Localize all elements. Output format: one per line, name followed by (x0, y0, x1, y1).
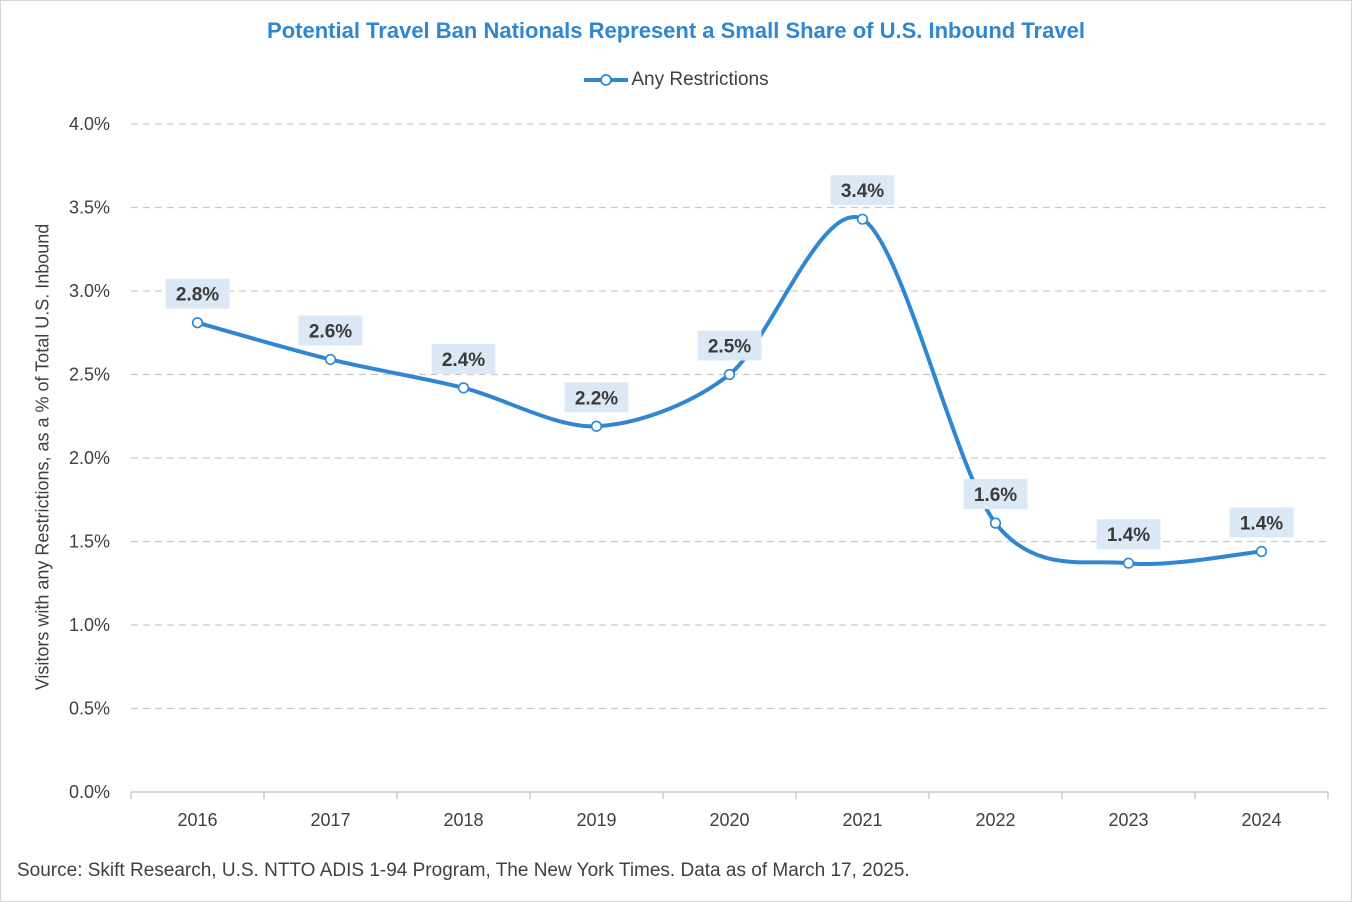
x-tick-label: 2024 (1241, 810, 1281, 830)
data-label: 1.4% (1240, 514, 1283, 535)
data-label: 2.4% (442, 350, 485, 371)
data-point (989, 517, 1002, 529)
y-tick-label: 3.5% (69, 198, 110, 218)
x-tick-label: 2019 (576, 810, 616, 830)
data-label-background (165, 278, 230, 309)
x-tick-label: 2020 (709, 810, 749, 830)
data-label: 1.4% (1107, 525, 1150, 546)
legend: Any Restrictions (1, 69, 1351, 91)
data-label-background (697, 330, 762, 361)
data-point (590, 420, 603, 432)
x-tick-label: 2016 (177, 810, 217, 830)
data-label-background (1096, 519, 1161, 550)
legend-label-any-restrictions: Any Restrictions (631, 69, 769, 90)
data-label-background (298, 315, 363, 346)
y-tick-label: 0.0% (69, 782, 110, 802)
y-tick-label: 2.5% (69, 365, 110, 385)
y-tick-label: 4.0% (69, 114, 110, 134)
data-point (457, 382, 470, 394)
x-tick-label: 2021 (842, 810, 882, 830)
y-tick-label: 0.5% (69, 699, 110, 719)
data-point (1122, 557, 1135, 569)
data-label: 2.5% (708, 337, 751, 358)
x-tick-label: 2023 (1108, 810, 1148, 830)
data-label: 3.4% (841, 181, 884, 202)
data-label: 2.6% (309, 321, 352, 342)
data-label-background (1229, 507, 1294, 538)
data-label: 2.8% (176, 285, 219, 306)
data-label-background (830, 175, 895, 206)
y-tick-label: 1.0% (69, 615, 110, 635)
data-point (191, 317, 204, 329)
data-point (324, 353, 337, 366)
data-label-background (431, 343, 496, 374)
data-label: 1.6% (974, 485, 1017, 506)
data-label: 2.2% (575, 388, 618, 409)
x-tick-label: 2017 (310, 810, 350, 830)
y-tick-label: 1.5% (69, 532, 110, 552)
data-point (723, 368, 736, 381)
data-label-background (963, 479, 1028, 510)
data-label-background (564, 382, 629, 413)
source-note: Source: Skift Research, U.S. NTTO ADIS 1… (17, 860, 910, 881)
legend-line-marker-icon (584, 74, 629, 86)
series-line-any-restrictions (195, 214, 1264, 566)
y-tick-label: 2.0% (69, 448, 110, 468)
x-tick-label: 2018 (443, 810, 483, 830)
x-tick-label: 2022 (975, 810, 1015, 830)
data-point (1255, 545, 1268, 558)
data-point (856, 213, 869, 225)
y-tick-label: 3.0% (69, 281, 110, 301)
chart-title: Potential Travel Ban Nationals Represent… (267, 18, 1085, 43)
